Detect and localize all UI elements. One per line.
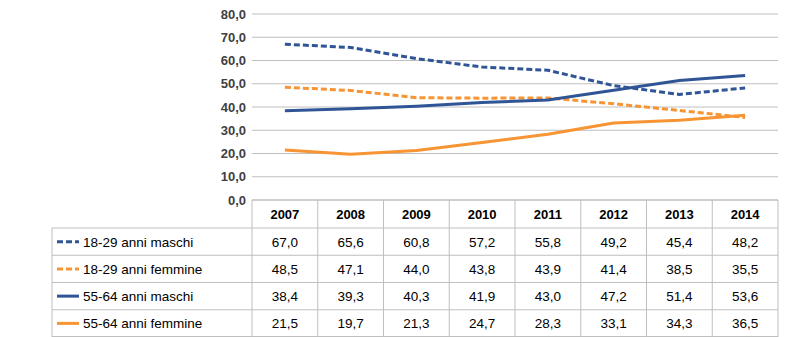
grid-line [252,60,778,61]
table-value: 43,9 [535,262,561,277]
data-table: 2007 2008 2009 2010 2011 2012 2013 2014 18-29 an… [52,200,778,337]
table-value: 60,8 [403,235,429,250]
table-border [52,255,778,256]
y-tick-label: 40,0 [221,100,246,115]
table-border [383,200,384,337]
category-label: 2014 [731,207,761,222]
grid-line [252,83,778,84]
table-value: 35,5 [732,262,758,277]
category-label: 2008 [336,207,365,222]
series-line [285,44,745,94]
y-tick-label: 60,0 [221,53,246,68]
grid-line [252,130,778,131]
table-value: 38,5 [666,262,692,277]
category-label: 2009 [402,207,431,222]
grid-line [252,14,778,15]
category-label: 2011 [534,207,562,222]
table-border [252,200,253,337]
category-label: 2007 [270,207,299,222]
table-border [52,336,778,337]
plot-area [285,44,745,154]
table-value: 47,2 [600,289,626,304]
table-value: 67,0 [272,235,298,250]
table-value: 21,5 [272,316,298,331]
legend-label: 18-29 anni maschi [83,235,193,250]
legend-key [57,295,79,298]
table-value: 33,1 [600,316,626,331]
table-value: 47,1 [337,262,363,277]
table-value: 21,3 [403,316,429,331]
table-border [52,228,778,229]
legend-key [57,322,79,325]
grid-line [252,107,778,108]
table-value: 49,2 [600,235,626,250]
table-value: 51,4 [666,289,693,304]
table-value: 40,3 [403,289,429,304]
series-line [285,115,745,154]
legend-key [57,240,79,243]
legend-label: 18-29 anni femmine [83,262,202,277]
table-value: 53,6 [732,289,758,304]
category-label: 2010 [468,207,497,222]
table-value: 45,4 [666,235,693,250]
y-tick-label: 20,0 [221,146,246,161]
y-tick-label: 0,0 [228,193,246,208]
table-value: 44,0 [403,262,429,277]
table-border [580,200,581,337]
table-border [52,282,778,283]
table-value: 41,9 [469,289,495,304]
table-value: 43,0 [535,289,561,304]
table-value: 57,2 [469,235,495,250]
table-value: 48,5 [272,262,298,277]
table-value: 28,3 [535,316,561,331]
y-tick-label: 30,0 [221,123,246,138]
table-value: 24,7 [469,316,495,331]
table-value: 43,8 [469,262,495,277]
table-value: 41,4 [600,262,627,277]
chart: 0,010,020,030,040,050,060,070,080,020072… [0,0,786,337]
table-value: 48,2 [732,235,758,250]
table-border [712,200,713,337]
grid-line [252,176,778,177]
table-border [52,228,53,337]
table-value: 65,6 [337,235,363,250]
category-label: 2013 [665,207,694,222]
table-value: 55,8 [535,235,561,250]
series-line [285,75,745,110]
y-tick-label: 10,0 [221,169,246,184]
table-border [778,200,779,337]
y-tick-label: 50,0 [221,76,246,91]
table-value: 38,4 [272,289,299,304]
table-value: 39,3 [337,289,363,304]
table-border [52,309,778,310]
table-border [317,200,318,337]
y-tick-label: 80,0 [221,7,246,22]
table-value: 36,5 [732,316,758,331]
legend-label: 55-64 anni femmine [83,316,202,331]
table-value: 34,3 [666,316,692,331]
table-border [646,200,647,337]
y-tick-label: 70,0 [221,30,246,45]
grid-line [252,37,778,38]
table-border [515,200,516,337]
table-border [449,200,450,337]
table-value: 19,7 [337,316,363,331]
legend-key [57,267,79,270]
category-label: 2012 [599,207,628,222]
legend-label: 55-64 anni maschi [83,289,193,304]
